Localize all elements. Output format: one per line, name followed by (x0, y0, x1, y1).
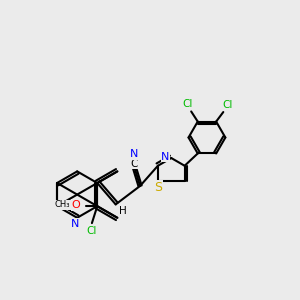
Text: S: S (154, 181, 163, 194)
Text: Cl: Cl (182, 99, 193, 109)
Text: N: N (130, 149, 138, 159)
Text: Cl: Cl (222, 100, 233, 110)
Text: C: C (130, 159, 137, 169)
Text: H: H (119, 206, 127, 216)
Text: O: O (71, 200, 80, 210)
Text: CH₃: CH₃ (55, 200, 70, 209)
Text: N: N (70, 219, 79, 229)
Text: N: N (161, 152, 170, 162)
Text: Cl: Cl (87, 226, 97, 236)
